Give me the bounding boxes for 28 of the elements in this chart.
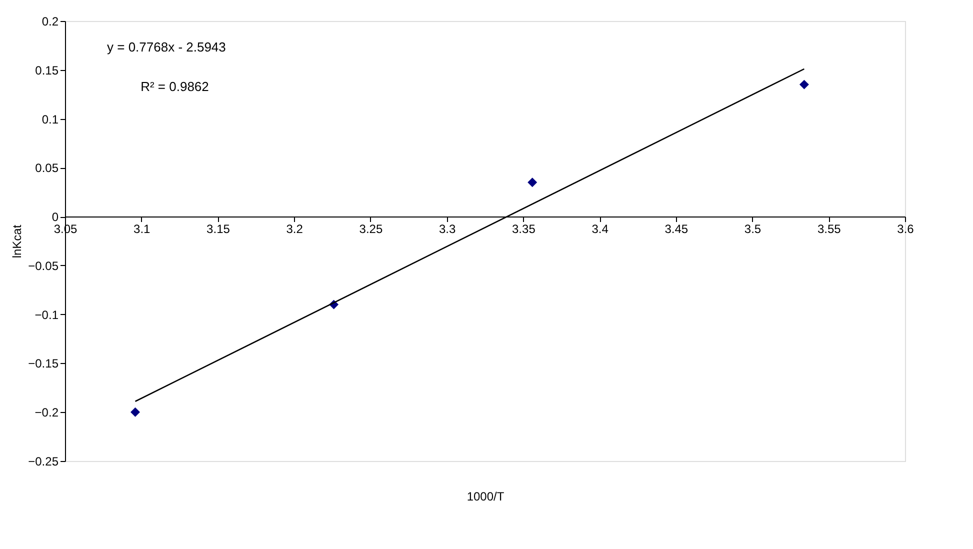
point	[799, 80, 809, 90]
y-axis-title: lnKcat	[10, 224, 24, 258]
x-tick-label: 3.2	[286, 222, 304, 236]
x-tick-label: 3.3	[438, 222, 456, 236]
y-tick-label: −0.15	[28, 356, 59, 371]
x-tick-label: 3.4	[592, 222, 609, 236]
annotation: y = 0.7768x - 2.5943	[107, 39, 226, 54]
x-tick-label: 3.6	[897, 222, 914, 236]
point	[528, 178, 538, 188]
x-tick-label: 3.15	[206, 222, 230, 236]
y-tick-label: 0.05	[35, 161, 59, 176]
x-tick-label: 3.5	[744, 222, 762, 236]
point	[130, 407, 140, 417]
annotation: R² = 0.9862	[140, 79, 209, 94]
y-tick-label: 0	[52, 210, 59, 224]
y-tick-label: −0.25	[28, 454, 59, 468]
x-tick-label: 3.55	[817, 222, 842, 236]
y-tick-label: 0.15	[35, 63, 59, 78]
y-tick-label: −0.05	[28, 258, 59, 273]
y-tick-label: 0.1	[42, 112, 59, 126]
y-tick-label: 0.2	[42, 14, 59, 28]
x-tick-label: 3.35	[512, 222, 536, 236]
x-axis-title: 1000/T	[466, 490, 505, 504]
x-tick-label: 3.1	[134, 222, 151, 236]
x-tick-label: 3.25	[359, 222, 383, 236]
y-tick-label: −0.2	[34, 406, 59, 420]
y-tick-label: −0.1	[34, 308, 59, 322]
x-tick-label: 3.45	[664, 222, 688, 236]
